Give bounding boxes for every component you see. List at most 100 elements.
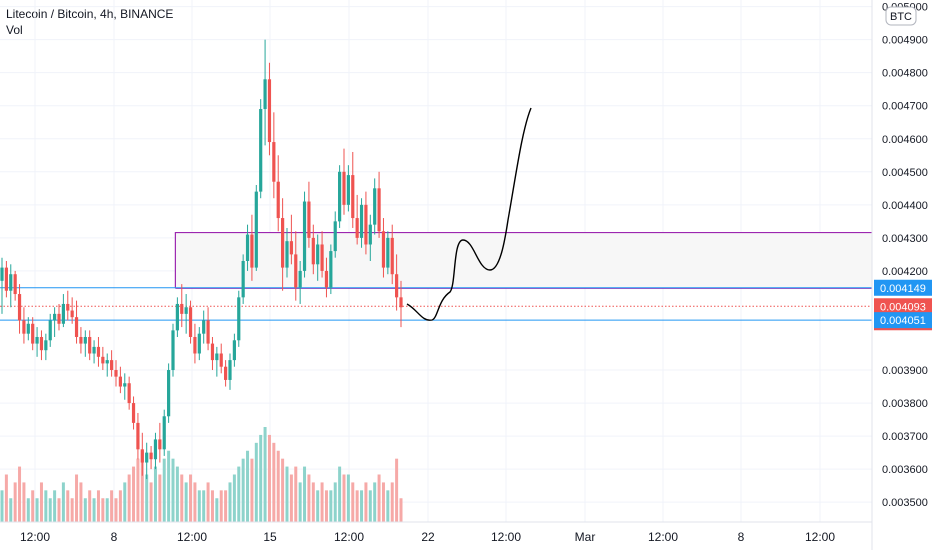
candle-body (4, 267, 8, 291)
candle-body (35, 336, 39, 344)
candle-body (162, 416, 166, 450)
volume-bar (281, 458, 285, 522)
candle-body (131, 403, 136, 423)
volume-bar (184, 482, 188, 522)
volume-bar (329, 490, 333, 522)
volume-bar (193, 482, 197, 522)
volume-bar (316, 490, 320, 522)
volume-bar (338, 466, 342, 522)
projection-drawing[interactable] (406, 107, 532, 321)
volume-bar (197, 490, 201, 522)
time-tick-label: 12:00 (648, 530, 678, 544)
volume-bar (61, 482, 65, 522)
candle-body (232, 340, 236, 361)
symbol-title: Litecoin / Bitcoin, 4h, BINANCE (6, 7, 174, 21)
volume-bar (118, 490, 122, 522)
volume-bar (66, 490, 70, 522)
candle-body (31, 323, 35, 344)
candle-body (123, 383, 127, 387)
volume-bar (149, 482, 153, 522)
candle-body (74, 317, 79, 337)
volume-bar (44, 490, 48, 522)
candle-body (145, 452, 149, 463)
volume-bar (232, 474, 236, 522)
volume-bar (0, 490, 4, 522)
candle-body (364, 204, 368, 245)
volume-bar (289, 474, 293, 522)
volume-bar (355, 490, 359, 522)
volume-bar (189, 474, 193, 522)
volume-bar (320, 482, 324, 522)
volume-bar (22, 482, 26, 522)
volume-bar (272, 442, 276, 522)
volume-bar (381, 482, 385, 522)
candle-body (285, 241, 289, 268)
price-tick-label: 0.004900 (882, 35, 928, 47)
volume-bar (390, 482, 394, 522)
candle-body (101, 356, 105, 364)
candle-body (390, 237, 394, 275)
volume-bar (267, 434, 271, 522)
volume-bar (83, 498, 87, 522)
volume-bar (132, 466, 136, 522)
time-tick-label: 12:00 (20, 530, 50, 544)
candle-body (338, 171, 342, 222)
candle-body (245, 234, 250, 261)
candle-body (298, 270, 302, 288)
candle-body (22, 320, 26, 334)
volume-bar (92, 498, 96, 522)
candle-body (281, 218, 285, 268)
price-label-box (874, 298, 932, 315)
candle-body (355, 218, 359, 238)
volume-bar (123, 482, 127, 522)
volume-bar (377, 474, 381, 522)
candle-body (224, 366, 228, 380)
volume-bar (228, 482, 232, 522)
candle-body (184, 307, 188, 314)
volume-bar (175, 466, 179, 522)
volume-bar (88, 490, 92, 522)
candle-body (127, 383, 131, 404)
price-tick-label: 0.003800 (882, 398, 928, 410)
candle-body (57, 313, 61, 324)
currency-badge[interactable]: BTC (885, 6, 917, 26)
candle-body (241, 261, 245, 298)
price-tick-label: 0.004600 (882, 134, 928, 146)
volume-bar (246, 450, 250, 522)
time-tick-label: 8 (738, 530, 745, 544)
volume-bar (26, 498, 30, 522)
volume-bar (202, 490, 206, 522)
price-tick-label: 0.004800 (882, 68, 928, 80)
volume-bar (237, 466, 241, 522)
currency-badge-text[interactable]: BTC (890, 11, 912, 23)
volume-bar (210, 490, 214, 522)
candle-body (96, 346, 101, 357)
candle-body (171, 330, 175, 371)
zone-top-line (174, 231, 872, 288)
volume-bar (342, 474, 346, 522)
candle-body (13, 274, 17, 295)
price-label-text: 0.004093 (880, 301, 926, 313)
volume-bar (333, 482, 337, 522)
volume-bar (263, 427, 267, 522)
candle-body (188, 307, 193, 337)
time-tick-label: 12:00 (177, 530, 207, 544)
candle-body (250, 234, 254, 268)
candle-body (118, 376, 122, 387)
price-label-box (874, 312, 932, 329)
volume-bar (35, 498, 39, 522)
time-tick-label: 12:00 (491, 530, 521, 544)
candle-body (272, 142, 276, 182)
volume-bar (57, 498, 61, 522)
volume-bar (259, 434, 263, 522)
candle-body (329, 251, 333, 288)
volume-bar (180, 474, 184, 522)
volume-bar (171, 458, 175, 522)
price-tick-label: 0.004200 (882, 266, 928, 278)
candle-body (368, 224, 372, 245)
candle-body (180, 303, 184, 314)
price-axis: 0.003500 0.003600 0.003700 0.003800 0.003900… (882, 2, 928, 510)
volume-bar (136, 458, 140, 522)
candle-body (39, 336, 44, 351)
